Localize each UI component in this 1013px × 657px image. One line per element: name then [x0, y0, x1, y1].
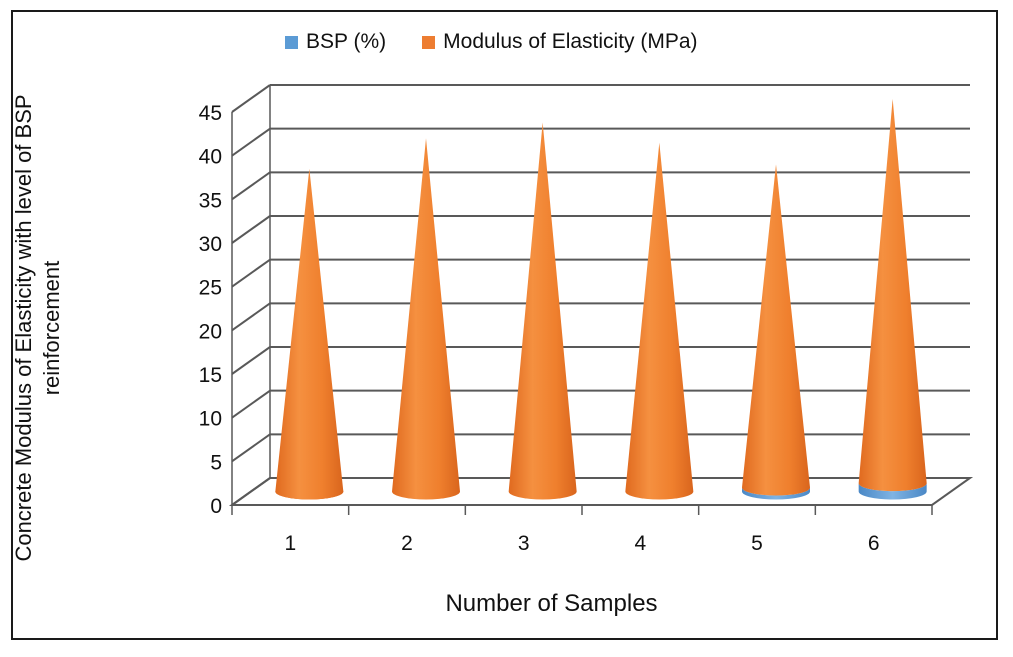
- side-gridline: [231, 346, 271, 375]
- legend-label-modulus: Modulus of Elasticity (MPa): [443, 30, 698, 53]
- legend-item-bsp: BSP (%): [285, 30, 386, 54]
- legend-item-modulus: Modulus of Elasticity (MPa): [422, 30, 698, 54]
- legend-label-bsp: BSP (%): [306, 30, 387, 53]
- legend: BSP (%) Modulus of Elasticity (MPa): [285, 30, 698, 54]
- cone-modulus: [508, 122, 577, 500]
- cone-base-bsp: [858, 483, 927, 500]
- cone-group: [392, 138, 460, 500]
- cone-group: [508, 122, 577, 500]
- side-gridline: [231, 389, 271, 419]
- cone-group: [858, 98, 927, 500]
- cone-modulus: [275, 168, 344, 500]
- x-tick-label: 4: [634, 532, 646, 555]
- side-gridline: [231, 171, 271, 201]
- y-tick-label: 20: [199, 320, 222, 343]
- y-tick-label: 0: [210, 495, 222, 518]
- y-tick-label: 5: [210, 451, 222, 474]
- y-tick-label: 45: [199, 102, 222, 125]
- side-gridline: [231, 433, 271, 463]
- cone-group: [625, 142, 694, 500]
- cone-modulus: [392, 138, 460, 500]
- cone-base-bsp: [742, 487, 810, 500]
- x-axis-title: Number of Samples: [445, 590, 658, 617]
- side-gridline: [231, 258, 271, 288]
- x-tick-label: 5: [751, 532, 763, 555]
- y-tick-label: 10: [199, 408, 222, 431]
- x-tick-label: 1: [284, 532, 296, 555]
- y-tick-label: 30: [199, 233, 222, 256]
- side-gridline: [231, 302, 271, 332]
- chart-frame: [11, 10, 998, 640]
- side-gridline: [231, 215, 271, 244]
- cone-group: [275, 168, 344, 500]
- x-tick-label: 3: [518, 532, 530, 555]
- x-tick-label: 2: [401, 532, 413, 555]
- side-gridline: [231, 84, 271, 113]
- x-tick-label: 6: [868, 532, 880, 555]
- legend-swatch-bsp: [285, 35, 298, 49]
- cone-modulus: [625, 142, 694, 500]
- y-tick-label: 15: [199, 364, 222, 387]
- cone-modulus: [858, 98, 927, 492]
- side-gridline: [231, 127, 271, 157]
- y-tick-label: 40: [199, 146, 222, 169]
- cone-modulus: [742, 164, 810, 496]
- cone-group: [742, 164, 810, 500]
- y-tick-label: 35: [199, 189, 222, 212]
- y-tick-label: 25: [199, 277, 222, 300]
- y-axis-title: Concrete Modulus of Elasticity with leve…: [11, 94, 64, 562]
- legend-swatch-modulus: [422, 35, 436, 49]
